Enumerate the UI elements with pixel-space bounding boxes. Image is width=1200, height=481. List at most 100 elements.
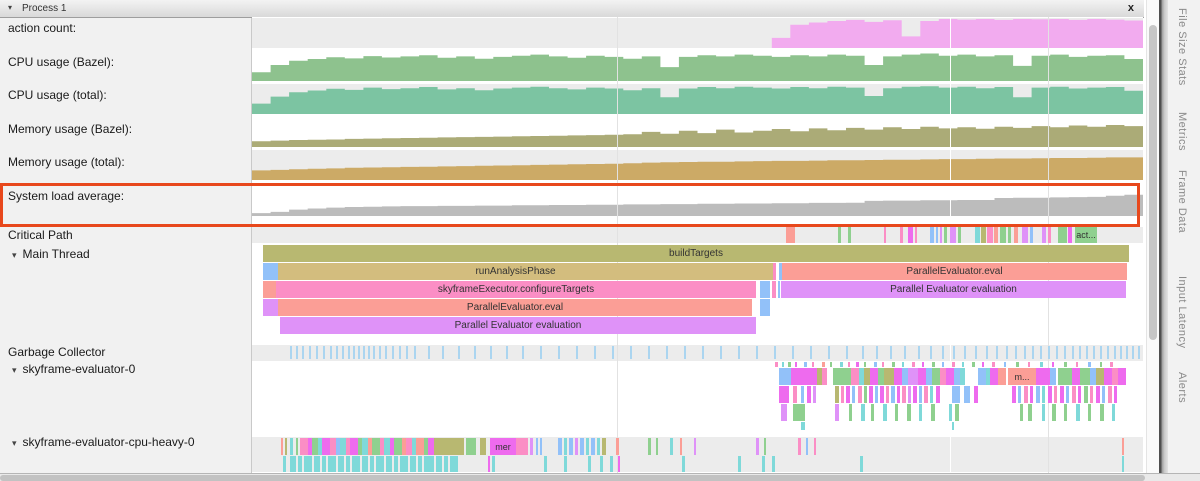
trace-slice[interactable] [362, 456, 368, 472]
trace-slice[interactable] [813, 386, 816, 403]
garbage-collector-track[interactable] [252, 346, 1143, 359]
trace-slice[interactable] [1122, 456, 1124, 472]
trace-slice[interactable] [958, 227, 961, 243]
trace-slice[interactable] [536, 438, 538, 455]
trace-slice[interactable] [1008, 227, 1011, 243]
trace-slice[interactable] [807, 386, 811, 403]
trace-slice[interactable] [281, 438, 283, 455]
section-label-skyframe-evaluator-cpu-heavy-0[interactable]: ▾ skyframe-evaluator-cpu-heavy-0 [12, 435, 195, 449]
gc-tick[interactable] [428, 346, 430, 359]
trace-slice[interactable] [285, 438, 287, 455]
gc-tick[interactable] [1093, 346, 1095, 359]
trace-slice[interactable] [330, 438, 336, 455]
trace-slice[interactable] [370, 456, 374, 472]
trace-slice[interactable] [871, 404, 874, 421]
gc-tick[interactable] [399, 346, 401, 359]
trace-slice[interactable] [1076, 404, 1080, 421]
trace-slice[interactable] [424, 438, 428, 455]
gc-tick[interactable] [666, 346, 668, 359]
gc-tick[interactable] [296, 346, 298, 359]
trace-slice[interactable] [760, 281, 770, 298]
trace-slice[interactable] [856, 362, 859, 367]
trace-slice[interactable] [444, 456, 448, 472]
gc-tick[interactable] [1040, 346, 1042, 359]
trace-slice[interactable] [1072, 368, 1080, 385]
gc-tick[interactable] [684, 346, 686, 359]
trace-slice[interactable] [908, 227, 913, 243]
trace-slice[interactable] [263, 281, 276, 298]
trace-slice[interactable] [964, 386, 970, 403]
gc-tick[interactable] [1056, 346, 1058, 359]
main-thread-depth-0[interactable]: buildTargets [252, 245, 1143, 262]
gc-tick[interactable] [774, 346, 776, 359]
trace-slice[interactable] [793, 386, 797, 403]
trace-slice[interactable] [858, 386, 862, 403]
trace-slice[interactable] [616, 438, 619, 455]
trace-slice[interactable] [412, 438, 416, 455]
trace-slice[interactable] [1042, 227, 1046, 243]
trace-slice[interactable] [902, 386, 906, 403]
gc-tick[interactable] [540, 346, 542, 359]
main-thread-depth-1[interactable]: runAnalysisPhase ParallelEvaluator.eval [252, 263, 1143, 280]
gc-tick[interactable] [506, 346, 508, 359]
trace-slice[interactable] [368, 438, 372, 455]
trace-slice[interactable] [308, 438, 312, 455]
timeline-area[interactable]: act... buildTargets runAnalysisPhase Para… [252, 17, 1143, 473]
gc-tick[interactable] [336, 346, 338, 359]
trace-slice[interactable] [406, 438, 412, 455]
trace-slice[interactable] [1028, 404, 1032, 421]
trace-slice[interactable] [860, 456, 863, 472]
trace-slice[interactable] [852, 386, 855, 403]
trace-slice[interactable] [1012, 386, 1016, 403]
evaluator0-depth-0[interactable]: m... [252, 368, 1143, 385]
trace-slice[interactable] [848, 362, 850, 367]
trace-slice[interactable] [263, 263, 278, 280]
trace-slice[interactable] [400, 456, 408, 472]
gc-tick[interactable] [792, 346, 794, 359]
trace-slice[interactable] [1000, 227, 1006, 243]
trace-slice[interactable] [892, 362, 895, 367]
trace-slice[interactable]: ParallelEvaluator.eval [782, 263, 1127, 280]
trace-slice[interactable] [1100, 362, 1102, 367]
trace-slice[interactable]: Parallel Evaluator evaluation [280, 317, 756, 334]
gc-tick[interactable] [353, 346, 355, 359]
collapse-icon[interactable]: ▾ [12, 250, 17, 260]
trace-slice[interactable] [1030, 386, 1033, 403]
trace-slice[interactable] [946, 368, 954, 385]
gc-tick[interactable] [576, 346, 578, 359]
gc-tick[interactable] [828, 346, 830, 359]
trace-slice[interactable] [1028, 362, 1030, 367]
trace-slice[interactable] [772, 456, 775, 472]
trace-slice[interactable] [318, 438, 322, 455]
trace-slice[interactable] [944, 227, 947, 243]
gc-tick[interactable] [630, 346, 632, 359]
trace-slice[interactable] [801, 386, 804, 403]
trace-slice[interactable] [410, 456, 416, 472]
evaluator0-depth-1[interactable] [252, 386, 1143, 403]
trace-slice[interactable] [918, 368, 926, 385]
gc-tick[interactable] [1072, 346, 1074, 359]
trace-slice[interactable] [919, 404, 922, 421]
trace-slice[interactable] [312, 438, 318, 455]
gc-tick[interactable] [392, 346, 394, 359]
trace-slice[interactable] [924, 386, 928, 403]
trace-slice[interactable] [1096, 368, 1104, 385]
trace-slice[interactable] [952, 422, 954, 430]
trace-slice[interactable] [930, 386, 933, 403]
trace-slice[interactable] [488, 456, 490, 472]
gc-tick[interactable] [594, 346, 596, 359]
trace-slice[interactable]: buildTargets [263, 245, 1129, 262]
trace-slice[interactable]: mer [490, 438, 516, 455]
gc-tick[interactable] [290, 346, 292, 359]
trace-slice[interactable] [949, 404, 952, 421]
trace-slice[interactable] [1104, 368, 1112, 385]
trace-slice[interactable] [530, 438, 533, 455]
trace-slice[interactable] [864, 386, 867, 403]
trace-slice[interactable] [682, 456, 685, 472]
trace-slice[interactable] [981, 227, 986, 243]
trace-slice[interactable] [922, 362, 924, 367]
trace-slice[interactable] [972, 362, 975, 367]
trace-slice[interactable] [300, 438, 308, 455]
gc-tick[interactable] [612, 346, 614, 359]
trace-slice[interactable] [907, 404, 911, 421]
